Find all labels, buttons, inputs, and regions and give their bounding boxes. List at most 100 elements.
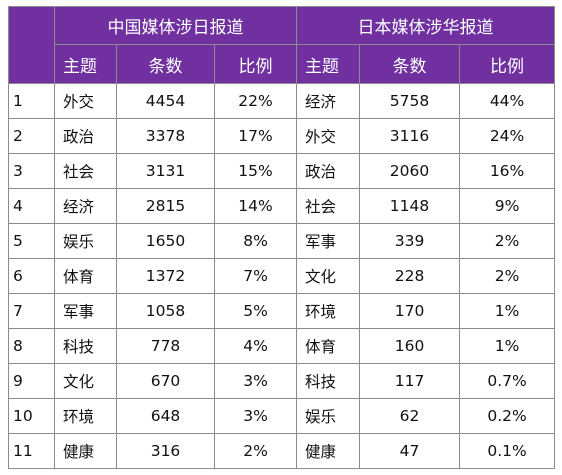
jp-count-cell: 117 [359,363,461,399]
jp-ratio-cell: 1% [459,328,556,364]
cn-topic-cell: 健康 [54,433,117,469]
rank-cell: 2 [8,118,55,154]
cn-count-cell: 4454 [116,83,215,119]
jp-topic-cell: 外交 [296,118,361,154]
rank-cell: 1 [8,83,55,119]
jp-count-cell: 3116 [359,118,461,154]
cn-ratio-header: 比例 [213,44,298,84]
cn-topic-cell: 政治 [54,118,117,154]
jp-count-cell: 1148 [359,188,461,224]
cn-topic-cell: 环境 [54,398,117,434]
jp-topic-cell: 军事 [296,223,361,259]
japan-group-header: 日本媒体涉华报道 [296,6,556,45]
jp-ratio-cell: 16% [459,153,556,189]
jp-topic-header: 主题 [296,44,361,84]
media-report-table: 中国媒体涉日报道 日本媒体涉华报道 主题 条数 比例 主题 条数 比例 1 外交 4… [8,6,556,469]
table-row: 11 健康 316 2% 健康 47 0.1% [8,433,556,469]
jp-ratio-cell: 2% [459,223,556,259]
table-row: 9 文化 670 3% 科技 117 0.7% [8,363,556,399]
rank-cell: 7 [8,293,55,329]
cn-topic-cell: 文化 [54,363,117,399]
jp-count-header: 条数 [359,44,461,84]
cn-topic-cell: 社会 [54,153,117,189]
jp-topic-cell: 经济 [296,83,361,119]
cn-count-cell: 1058 [116,293,215,329]
jp-count-cell: 339 [359,223,461,259]
jp-topic-cell: 体育 [296,328,361,364]
cn-count-cell: 778 [116,328,215,364]
cn-topic-header: 主题 [54,44,117,84]
table-row: 3 社会 3131 15% 政治 2060 16% [8,153,556,189]
jp-count-cell: 62 [359,398,461,434]
cn-count-cell: 670 [116,363,215,399]
table-row: 10 环境 648 3% 娱乐 62 0.2% [8,398,556,434]
cn-topic-cell: 军事 [54,293,117,329]
rank-cell: 5 [8,223,55,259]
jp-ratio-cell: 0.2% [459,398,556,434]
jp-topic-cell: 政治 [296,153,361,189]
table-row: 8 科技 778 4% 体育 160 1% [8,328,556,364]
cn-ratio-cell: 8% [213,223,298,259]
table-row: 5 娱乐 1650 8% 军事 339 2% [8,223,556,259]
cn-count-cell: 2815 [116,188,215,224]
cn-ratio-cell: 5% [213,293,298,329]
cn-ratio-cell: 17% [213,118,298,154]
cn-count-cell: 1650 [116,223,215,259]
cn-count-cell: 316 [116,433,215,469]
rank-cell: 6 [8,258,55,294]
jp-count-cell: 170 [359,293,461,329]
cn-ratio-cell: 7% [213,258,298,294]
rank-cell: 4 [8,188,55,224]
table-row: 4 经济 2815 14% 社会 1148 9% [8,188,556,224]
cn-topic-cell: 体育 [54,258,117,294]
jp-count-cell: 228 [359,258,461,294]
jp-ratio-cell: 0.7% [459,363,556,399]
cn-ratio-cell: 4% [213,328,298,364]
cn-topic-cell: 外交 [54,83,117,119]
cn-count-cell: 3131 [116,153,215,189]
table-header: 中国媒体涉日报道 日本媒体涉华报道 主题 条数 比例 主题 条数 比例 [8,6,556,84]
cn-ratio-cell: 15% [213,153,298,189]
jp-topic-cell: 科技 [296,363,361,399]
rank-cell: 10 [8,398,55,434]
cn-count-header: 条数 [116,44,215,84]
rank-cell: 8 [8,328,55,364]
jp-count-cell: 5758 [359,83,461,119]
cn-topic-cell: 科技 [54,328,117,364]
cn-count-cell: 648 [116,398,215,434]
group-header-row: 中国媒体涉日报道 日本媒体涉华报道 [8,6,556,84]
cn-count-cell: 3378 [116,118,215,154]
rank-cell: 11 [8,433,55,469]
rank-cell: 3 [8,153,55,189]
china-group-header: 中国媒体涉日报道 [53,6,298,45]
jp-ratio-cell: 9% [459,188,556,224]
cn-ratio-cell: 3% [213,398,298,434]
cn-topic-cell: 娱乐 [54,223,117,259]
jp-topic-cell: 娱乐 [296,398,361,434]
jp-topic-cell: 环境 [296,293,361,329]
table-row: 1 外交 4454 22% 经济 5758 44% [8,83,556,119]
cn-count-cell: 1372 [116,258,215,294]
jp-ratio-cell: 1% [459,293,556,329]
jp-topic-cell: 社会 [296,188,361,224]
table-body: 1 外交 4454 22% 经济 5758 44% 2 政治 3378 17% 外交 3116 24% 3 社… [8,83,556,469]
jp-topic-cell: 健康 [296,433,361,469]
jp-ratio-header: 比例 [459,44,556,84]
table-row: 6 体育 1372 7% 文化 228 2% [8,258,556,294]
cn-ratio-cell: 3% [213,363,298,399]
cn-topic-cell: 经济 [54,188,117,224]
jp-count-cell: 160 [359,328,461,364]
jp-ratio-cell: 24% [459,118,556,154]
jp-ratio-cell: 0.1% [459,433,556,469]
cn-ratio-cell: 2% [213,433,298,469]
jp-ratio-cell: 2% [459,258,556,294]
jp-ratio-cell: 44% [459,83,556,119]
jp-count-cell: 2060 [359,153,461,189]
table-row: 2 政治 3378 17% 外交 3116 24% [8,118,556,154]
cn-ratio-cell: 22% [213,83,298,119]
jp-topic-cell: 文化 [296,258,361,294]
jp-count-cell: 47 [359,433,461,469]
rank-cell: 9 [8,363,55,399]
cn-ratio-cell: 14% [213,188,298,224]
column-header-row: 主题 条数 比例 主题 条数 比例 [9,44,556,84]
